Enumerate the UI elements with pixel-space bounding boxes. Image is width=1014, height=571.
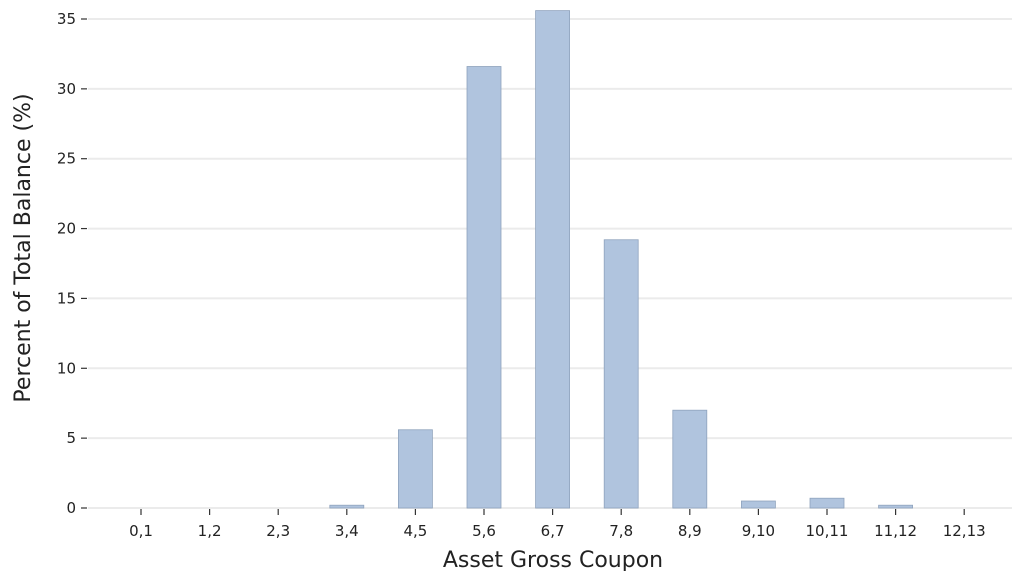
bar-10,11 <box>809 497 845 509</box>
x-tick-label: 11,12 <box>874 522 917 540</box>
y-tick-label: 25 <box>57 150 76 168</box>
bar-11,12 <box>878 504 913 509</box>
x-axis-title: Asset Gross Coupon <box>443 548 663 571</box>
y-tick-label: 10 <box>57 359 76 377</box>
y-axis-ticks: 0 5 10 15 20 25 30 35 <box>57 10 87 517</box>
bar-6,7 <box>535 10 570 509</box>
bar-8,9 <box>672 409 708 509</box>
y-tick-label: 35 <box>57 10 76 28</box>
y-tick-label: 5 <box>66 429 76 447</box>
bars <box>329 10 913 509</box>
x-tick-label: 7,8 <box>609 522 633 540</box>
x-tick-label: 5,6 <box>472 522 496 540</box>
y-tick-label: 0 <box>66 499 76 517</box>
y-tick-label: 30 <box>57 80 76 98</box>
x-tick-label: 0,1 <box>129 522 153 540</box>
bar-5,6 <box>466 66 502 509</box>
x-axis-ticks: 0,1 1,2 2,3 3,4 4,5 5,6 6,7 7,8 8,9 9,10 10,11 11,1… <box>129 509 986 540</box>
bar-7,8 <box>603 239 639 509</box>
x-tick-label: 4,5 <box>403 522 427 540</box>
bar-3,4 <box>329 504 365 509</box>
x-tick-label: 8,9 <box>678 522 702 540</box>
x-tick-label: 9,10 <box>742 522 775 540</box>
x-tick-label: 6,7 <box>541 522 565 540</box>
x-tick-label: 1,2 <box>198 522 222 540</box>
x-tick-label: 2,3 <box>266 522 290 540</box>
y-tick-label: 15 <box>57 289 76 307</box>
bar-4,5 <box>397 429 433 509</box>
x-tick-label: 10,11 <box>806 522 849 540</box>
x-tick-label: 12,13 <box>943 522 986 540</box>
bar-9,10 <box>741 500 776 509</box>
x-tick-label: 3,4 <box>335 522 359 540</box>
y-axis-title: Percent of Total Balance (%) <box>11 93 36 402</box>
y-tick-label: 20 <box>57 220 76 238</box>
